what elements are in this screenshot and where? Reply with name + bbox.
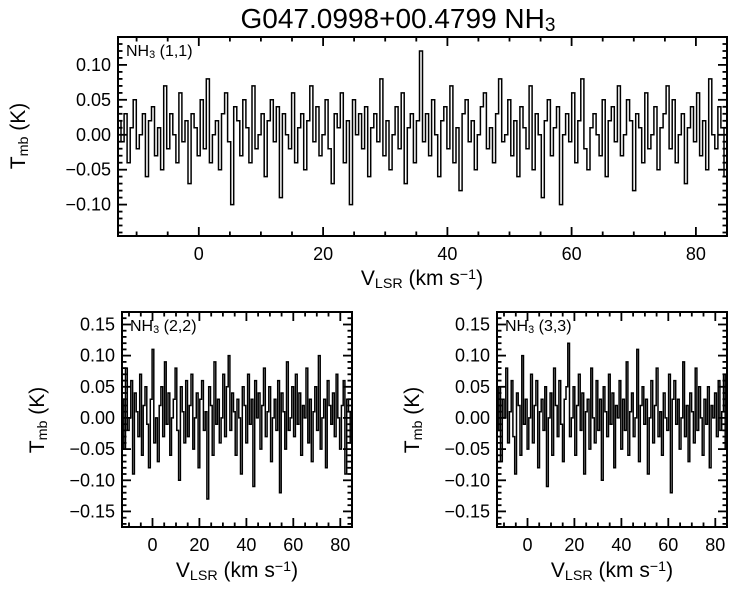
- panel-label-nh3-33: NH3 (3,3): [505, 318, 572, 336]
- y-axis-label-bottom-left: Tmb (K): [26, 386, 51, 454]
- x-tick-label: 60: [283, 535, 303, 555]
- x-tick-label: 60: [562, 244, 582, 264]
- x-tick-label: 20: [564, 535, 584, 555]
- y-tick-label: 0.15: [80, 315, 115, 335]
- x-tick-label: 0: [147, 535, 157, 555]
- x-axis-label-bottom-right: VLSR (km s−1): [550, 558, 674, 584]
- y-tick-label: 0.10: [76, 55, 111, 75]
- x-tick-label: 40: [611, 535, 631, 555]
- x-axis-label-bottom-left: VLSR (km s−1): [175, 558, 299, 584]
- x-tick-label: 80: [705, 535, 725, 555]
- spectrum-line: [118, 50, 727, 206]
- x-tick-label: 20: [313, 244, 333, 264]
- panel-label-nh3-11: NH3 (1,1): [126, 43, 193, 61]
- spectrum-line: [122, 348, 352, 500]
- x-tick-label: 20: [189, 535, 209, 555]
- y-tick-label: 0.00: [76, 125, 111, 145]
- x-axis-label-top: VLSR (km s−1): [360, 266, 484, 292]
- y-tick-label: 0.05: [455, 377, 490, 397]
- y-tick-label: −0.10: [65, 195, 111, 215]
- y-tick-label: 0.05: [80, 377, 115, 397]
- x-tick-label: 60: [658, 535, 678, 555]
- y-tick-label: −0.15: [69, 501, 115, 521]
- y-axis-label-top: Tmb (K): [7, 102, 32, 170]
- y-tick-label: −0.15: [444, 501, 490, 521]
- x-tick-label: 0: [194, 244, 204, 264]
- x-tick-label: 80: [330, 535, 350, 555]
- plot-frame: [496, 311, 728, 528]
- y-tick-label: 0.00: [455, 408, 490, 428]
- y-tick-label: −0.05: [65, 160, 111, 180]
- figure-title-sub: 3: [544, 15, 556, 37]
- y-axis-label-bottom-right: Tmb (K): [401, 386, 426, 454]
- panel-nh3-22: 0 20 40 60 80 −0.15 −0.10 −0.05 0.00 0.05 0.10 0.15: [69, 311, 353, 555]
- spectrum-line: [497, 342, 727, 494]
- y-tick-label: 0.15: [455, 315, 490, 335]
- panel-nh3-33: 0 20 40 60 80 −0.15 −0.10 −0.05 0.00 0.05 0.10 0.15: [444, 311, 728, 555]
- y-tick-label: −0.05: [444, 439, 490, 459]
- figure-title-text: G047.0998+00.4799 NH: [240, 3, 545, 34]
- panel-label-nh3-22: NH3 (2,2): [130, 318, 197, 336]
- y-tick-label: −0.05: [69, 439, 115, 459]
- panel-nh3-11: 0 20 40 60 80 −0.10 −0.05 0.00 0.05 0.10: [65, 36, 728, 264]
- x-tick-label: 40: [236, 535, 256, 555]
- y-tick-label: 0.05: [76, 90, 111, 110]
- x-tick-label: 80: [686, 244, 706, 264]
- plot-frame: [121, 311, 353, 528]
- y-tick-label: −0.10: [69, 470, 115, 490]
- plot-frame: [117, 36, 728, 237]
- y-tick-label: 0.10: [80, 346, 115, 366]
- y-tick-label: 0.10: [455, 346, 490, 366]
- figure-title: G047.0998+00.4799 NH3: [240, 3, 556, 37]
- y-tick-label: 0.00: [80, 408, 115, 428]
- x-tick-label: 0: [522, 535, 532, 555]
- x-tick-label: 40: [437, 244, 457, 264]
- y-tick-label: −0.10: [444, 470, 490, 490]
